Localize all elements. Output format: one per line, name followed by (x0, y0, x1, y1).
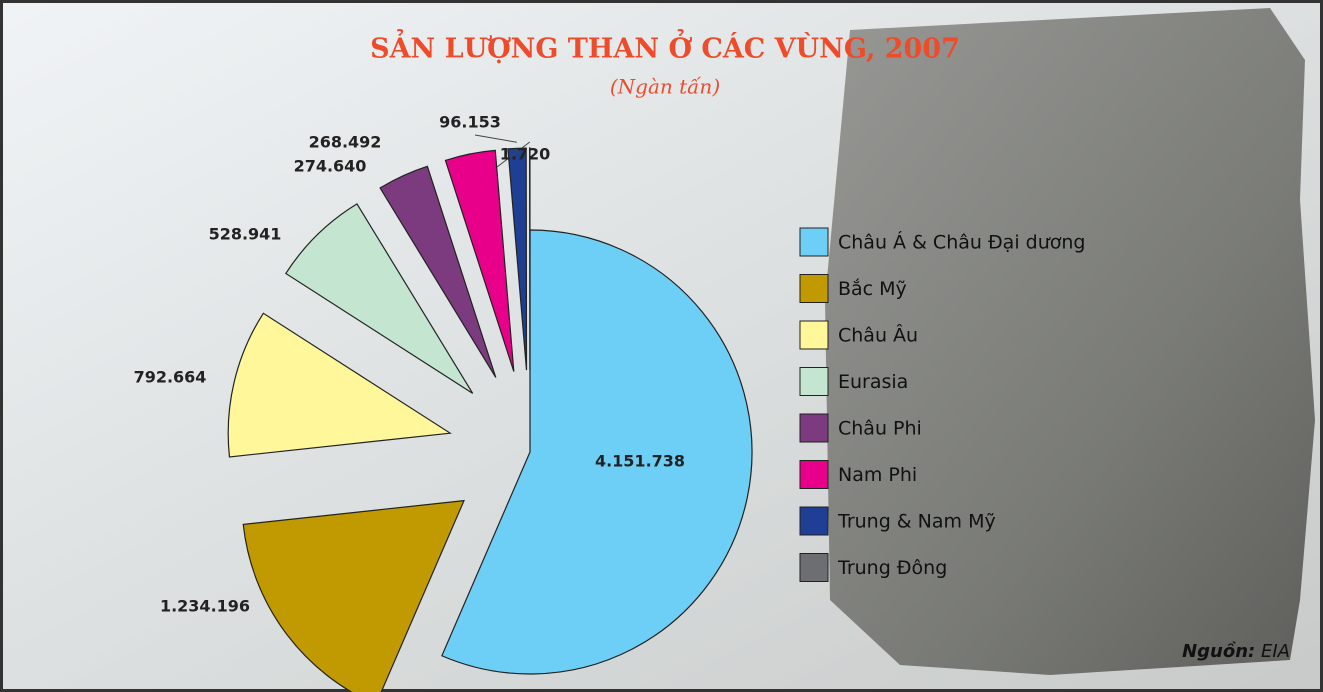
data-label: 528.941 (209, 225, 282, 244)
data-label: 268.492 (309, 133, 382, 152)
pie-slice (284, 203, 474, 394)
pie-slice (444, 149, 515, 372)
legend-label: Bắc Mỹ (838, 277, 907, 300)
pie-slice (242, 499, 465, 692)
legend-label: Eurasia (838, 371, 908, 393)
pie-slice (441, 229, 753, 675)
pie-slice (227, 312, 452, 458)
pie-slice (507, 147, 528, 371)
legend-label: Châu Âu (838, 324, 918, 347)
legend-swatch (799, 367, 829, 396)
legend-label: Trung & Nam Mỹ (837, 511, 996, 533)
data-label: 792.664 (134, 368, 207, 387)
data-label: 1.720 (500, 145, 551, 164)
data-label: 274.640 (294, 157, 367, 176)
data-label: 4.151.738 (595, 452, 685, 471)
source-label: Nguồn: (1182, 641, 1255, 662)
legend-swatch (799, 506, 829, 536)
legend-swatch (799, 413, 829, 443)
legend-swatch (799, 460, 829, 489)
chart-subtitle: (Ngàn tấn) (610, 75, 720, 99)
leader-line (474, 134, 517, 143)
leader-line (496, 141, 531, 168)
legend-label: Châu Á & Châu Đại dương (838, 231, 1085, 254)
legend-swatch (799, 227, 829, 257)
source-value: EIA (1261, 641, 1290, 662)
data-label: 1.234.196 (160, 597, 250, 616)
data-label: 96.153 (439, 113, 501, 132)
source: Nguồn: EIA (1182, 641, 1290, 662)
legend-swatch (799, 320, 829, 350)
pie-slice (379, 165, 497, 378)
coal-image (825, 8, 1315, 675)
legend-label: Nam Phi (838, 464, 917, 486)
legend-swatch (799, 274, 829, 303)
chart-title: SẢN LƯỢNG THAN Ở CÁC VÙNG, 2007 (370, 28, 960, 65)
legend-label: Châu Phi (838, 418, 922, 440)
legend-label: Trung Đông (837, 557, 947, 579)
legend-swatch (799, 553, 829, 582)
